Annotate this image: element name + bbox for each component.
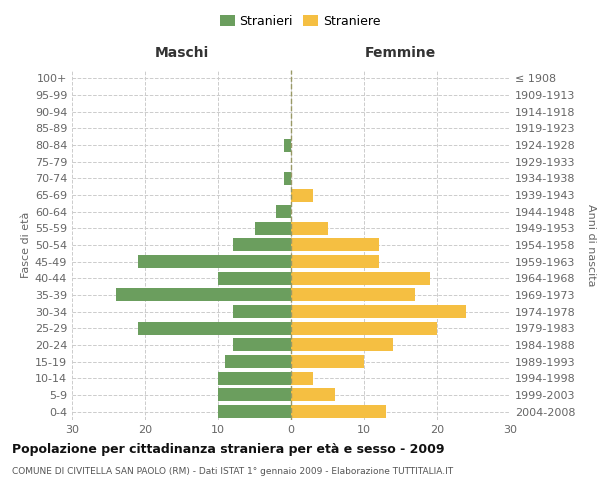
Bar: [291, 222, 328, 235]
Bar: [291, 272, 430, 285]
Bar: [284, 138, 291, 151]
Bar: [291, 238, 379, 252]
Text: Popolazione per cittadinanza straniera per età e sesso - 2009: Popolazione per cittadinanza straniera p…: [12, 442, 445, 456]
Bar: [284, 172, 291, 185]
Bar: [218, 372, 291, 385]
Bar: [291, 322, 437, 335]
Bar: [233, 305, 291, 318]
Bar: [218, 388, 291, 402]
Bar: [218, 272, 291, 285]
Bar: [291, 338, 393, 351]
Text: Femmine: Femmine: [365, 46, 436, 60]
Bar: [218, 405, 291, 418]
Bar: [291, 188, 313, 202]
Bar: [233, 338, 291, 351]
Bar: [138, 322, 291, 335]
Bar: [226, 355, 291, 368]
Y-axis label: Fasce di età: Fasce di età: [20, 212, 31, 278]
Bar: [291, 255, 379, 268]
Bar: [291, 372, 313, 385]
Bar: [277, 205, 291, 218]
Bar: [254, 222, 291, 235]
Text: COMUNE DI CIVITELLA SAN PAOLO (RM) - Dati ISTAT 1° gennaio 2009 - Elaborazione T: COMUNE DI CIVITELLA SAN PAOLO (RM) - Dat…: [12, 468, 453, 476]
Bar: [291, 388, 335, 402]
Bar: [291, 288, 415, 302]
Bar: [233, 238, 291, 252]
Text: Anni di nascita: Anni di nascita: [586, 204, 596, 286]
Bar: [138, 255, 291, 268]
Text: Maschi: Maschi: [154, 46, 209, 60]
Bar: [291, 405, 386, 418]
Legend: Stranieri, Straniere: Stranieri, Straniere: [216, 11, 384, 32]
Bar: [291, 355, 364, 368]
Bar: [116, 288, 291, 302]
Bar: [291, 305, 466, 318]
